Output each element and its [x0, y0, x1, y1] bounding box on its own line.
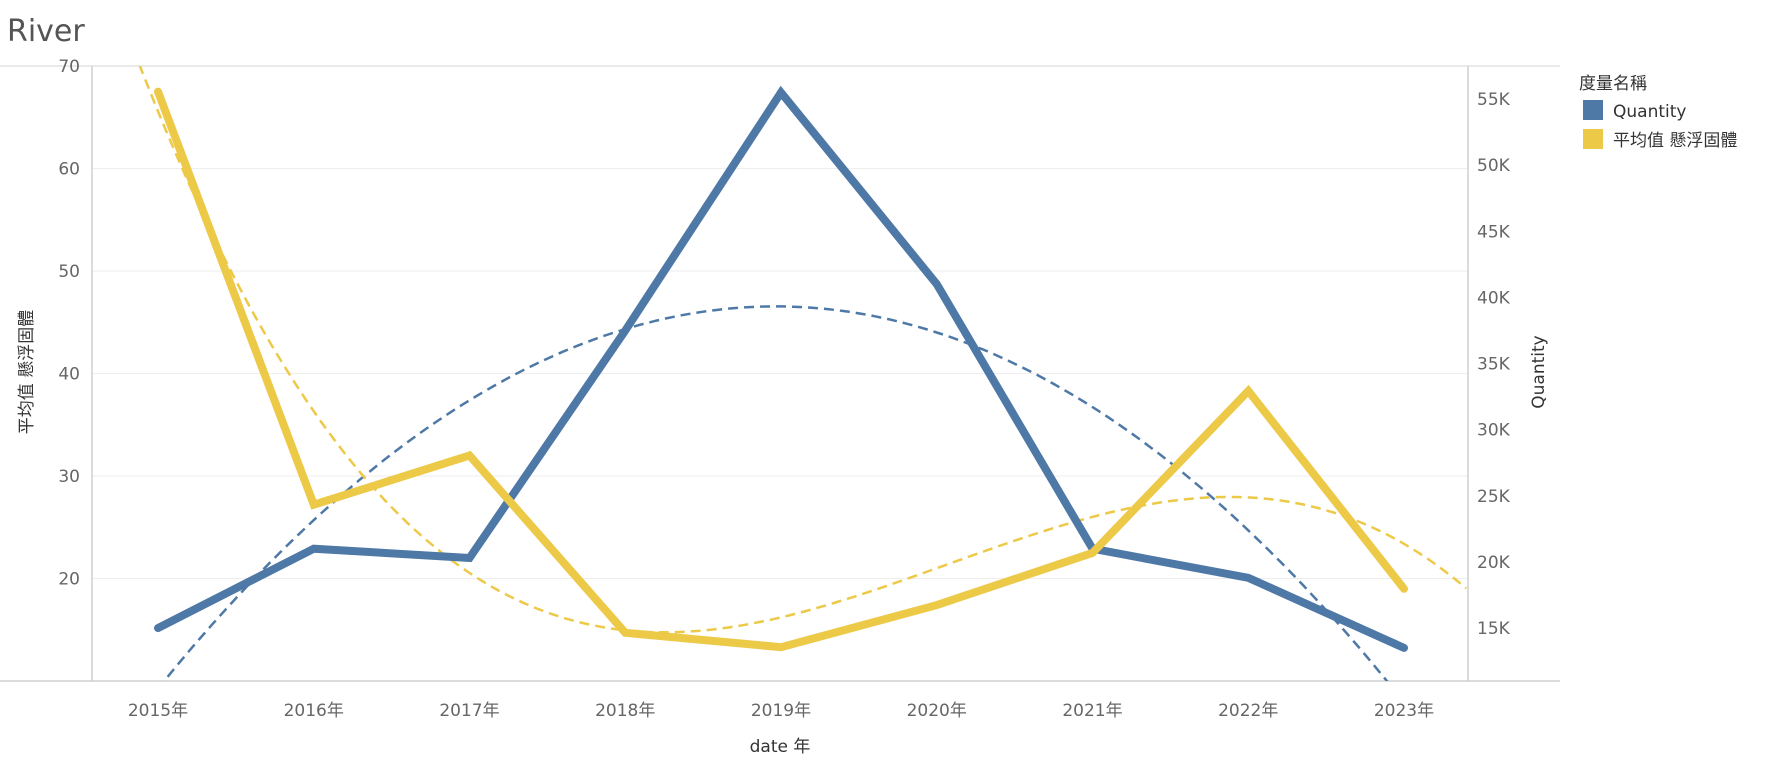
x-tick-label: 2020年 [907, 701, 967, 721]
x-tick-label: 2023年 [1374, 701, 1434, 721]
right-axis-ticks: 15K 20K 25K 30K 35K 40K 45K 50K 55K [1477, 90, 1511, 639]
x-tick-label: 2015年 [128, 701, 188, 721]
grid-lines [92, 65, 1468, 579]
right-tick-label: 45K [1477, 222, 1511, 242]
x-axis-ticks: 2015年 2016年 2017年 2018年 2019年 2020年 2021年 2022年… [128, 701, 1434, 721]
right-tick-label: 55K [1477, 90, 1511, 110]
right-tick-label: 40K [1477, 288, 1511, 308]
trend-lines [138, 66, 1468, 681]
left-tick-label: 50 [58, 262, 80, 282]
chart-title: River [7, 14, 85, 49]
legend-swatch-quantity [1583, 100, 1603, 120]
right-tick-label: 30K [1477, 421, 1511, 441]
right-tick-label: 50K [1477, 156, 1511, 176]
x-tick-label: 2019年 [751, 701, 811, 721]
x-tick-label: 2021年 [1062, 701, 1122, 721]
legend-title: 度量名稱 [1579, 74, 1647, 94]
right-tick-label: 15K [1477, 619, 1511, 639]
left-axis-ticks: 20 30 40 50 60 70 [58, 57, 80, 590]
left-tick-label: 20 [58, 570, 80, 590]
right-tick-label: 20K [1477, 553, 1511, 573]
x-tick-label: 2017年 [439, 701, 499, 721]
x-tick-label: 2022年 [1218, 701, 1278, 721]
trend-line-0 [162, 305, 1389, 681]
right-axis-title: Quantity [1529, 335, 1549, 408]
left-tick-label: 70 [58, 57, 80, 77]
x-tick-label: 2016年 [284, 701, 344, 721]
series-line-0 [154, 85, 1408, 652]
left-tick-label: 30 [58, 467, 80, 487]
series-line-1 [154, 87, 1408, 652]
legend-label-quantity: Quantity [1613, 102, 1686, 122]
legend-label-suspended-solids: 平均值 懸浮固體 [1613, 131, 1737, 151]
legend-swatch-suspended-solids [1583, 129, 1603, 149]
left-tick-label: 40 [58, 365, 80, 385]
x-tick-label: 2018年 [595, 701, 655, 721]
x-axis-title: date 年 [750, 737, 811, 757]
right-tick-label: 35K [1477, 355, 1511, 375]
left-axis-title: 平均值 懸浮固體 [17, 310, 37, 434]
trend-line-1 [138, 66, 1468, 634]
right-tick-label: 25K [1477, 487, 1511, 507]
series-lines [154, 85, 1408, 652]
legend: 度量名稱 Quantity 平均值 懸浮固體 [1579, 74, 1737, 151]
left-tick-label: 60 [58, 160, 80, 180]
